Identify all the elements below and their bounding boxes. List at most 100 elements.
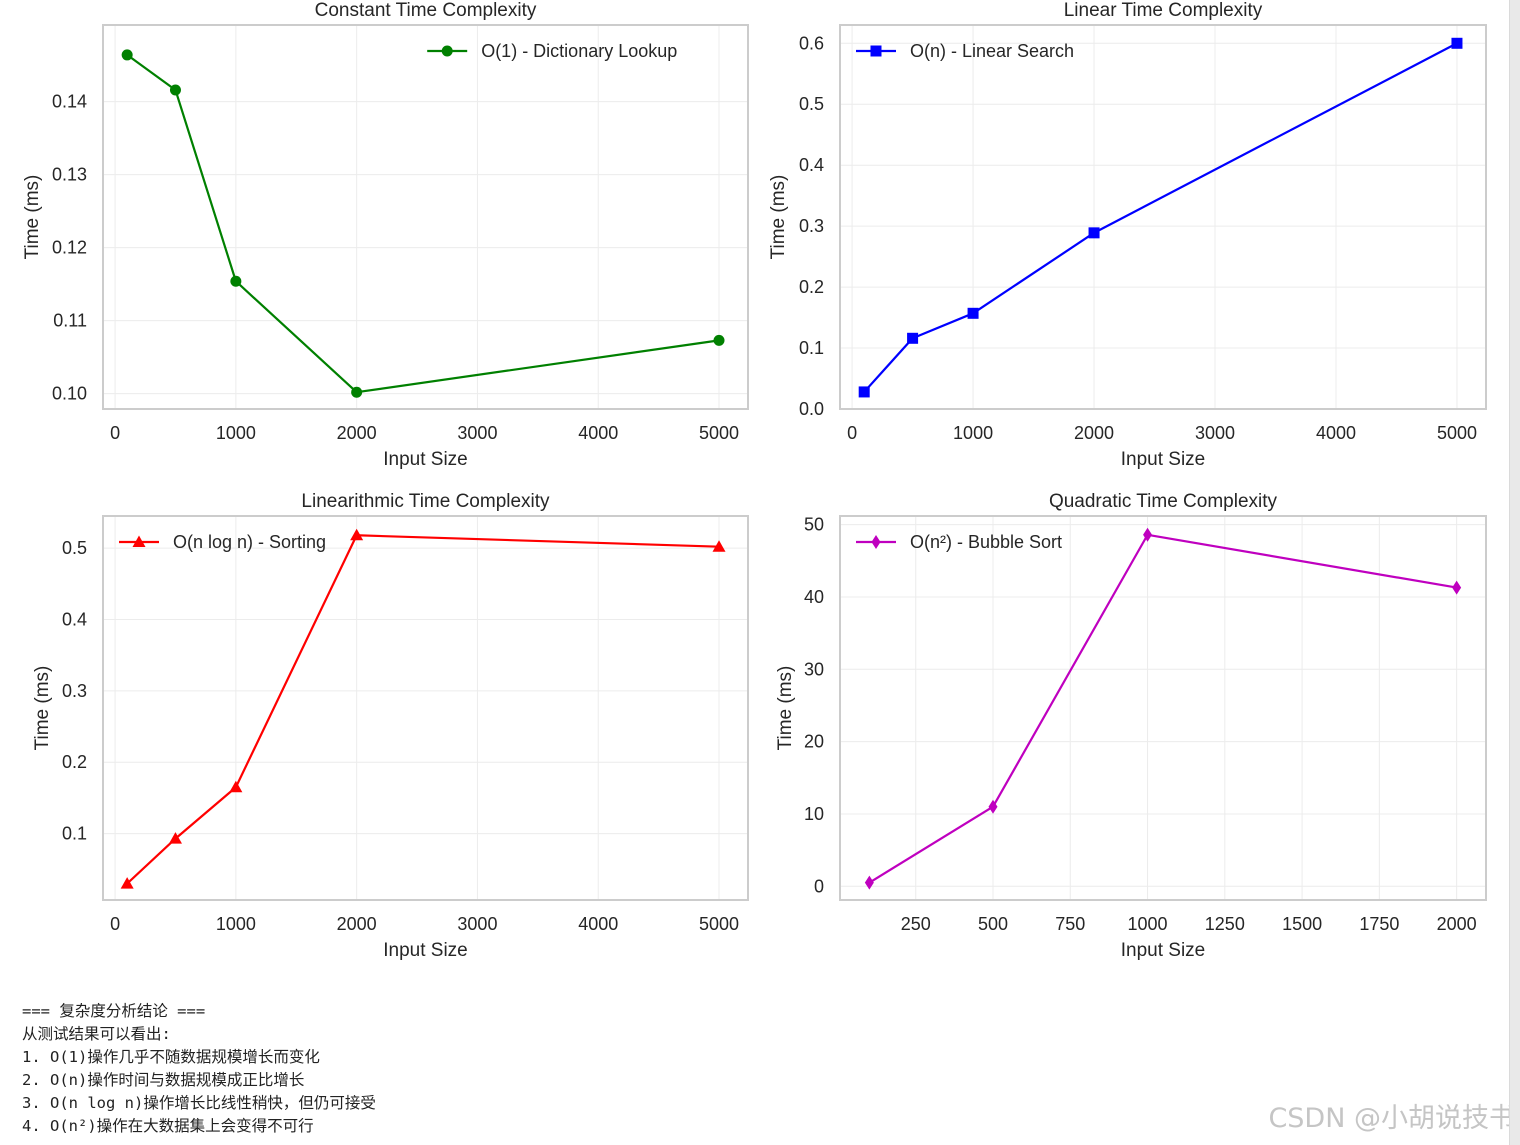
x-tick-label: 2000 [1074, 423, 1114, 443]
conclusions-header: === 复杂度分析结论 === [22, 1002, 206, 1020]
legend-marker [132, 535, 146, 547]
x-axis-label: Input Size [1121, 940, 1206, 961]
y-tick-label: 0 [814, 876, 824, 896]
conclusion-item-4: 4. O(n²)操作在大数据集上会变得不可行 [22, 1117, 314, 1135]
chart-title: Linearithmic Time Complexity [301, 491, 550, 512]
x-tick-label: 1000 [216, 423, 256, 443]
x-tick-label: 2000 [337, 423, 377, 443]
y-tick-label: 0.6 [799, 33, 824, 53]
plot-frame [102, 515, 749, 901]
x-tick-label: 0 [110, 914, 120, 934]
legend-label: O(n) - Linear Search [910, 41, 1074, 61]
legend-label: O(n log n) - Sorting [173, 532, 326, 552]
data-point [1451, 37, 1463, 49]
legend-label: O(1) - Dictionary Lookup [481, 41, 677, 61]
x-tick-label: 4000 [578, 914, 618, 934]
y-tick-label: 0.13 [52, 165, 87, 185]
y-tick-label: 0.12 [52, 238, 87, 258]
y-axis-label: Time (ms) [768, 175, 789, 260]
x-tick-label: 1500 [1282, 914, 1322, 934]
y-axis-label: Time (ms) [775, 666, 796, 751]
x-tick-label: 4000 [1316, 423, 1356, 443]
chart-panel-4: 250 500 750 1000 1250 1500 1750 2000 0 10 20 30 40 50… [775, 491, 1487, 961]
data-point [988, 799, 998, 814]
series-line [126, 54, 720, 394]
x-tick-label: 5000 [1437, 423, 1477, 443]
y-tick-label: 0.5 [62, 538, 87, 558]
y-tick-label: 10 [804, 804, 824, 824]
x-tick-label: 2000 [1437, 914, 1477, 934]
x-tick-label: 1000 [1128, 914, 1168, 934]
legend-marker [870, 45, 882, 57]
y-axis-label: Time (ms) [32, 666, 53, 751]
x-tick-label: 0 [847, 423, 857, 443]
x-tick-label: 5000 [699, 423, 739, 443]
legend-label: O(n²) - Bubble Sort [910, 532, 1062, 552]
data-point [351, 386, 363, 398]
data-point [229, 780, 243, 793]
x-tick-label: 2000 [337, 914, 377, 934]
x-axis-label: Input Size [383, 940, 468, 961]
data-point [169, 84, 181, 96]
chart-title: Constant Time Complexity [315, 0, 537, 21]
y-tick-label: 0.5 [799, 94, 824, 114]
chart-title: Linear Time Complexity [1064, 0, 1263, 21]
x-tick-label: 1250 [1205, 914, 1245, 934]
conclusion-item-3: 3. O(n log n)操作增长比线性稍快，但仍可接受 [22, 1094, 376, 1112]
x-tick-label: 500 [978, 914, 1008, 934]
data-point [121, 49, 133, 61]
chart-panel-3: 0 1000 2000 3000 4000 5000 0.1 0.2 0.3 0.4 0.5 Line… [32, 491, 749, 961]
data-point [907, 332, 919, 344]
x-axis-label: Input Size [383, 449, 468, 470]
x-tick-label: 5000 [699, 914, 739, 934]
y-tick-label: 20 [804, 732, 824, 752]
x-tick-label: 3000 [1195, 423, 1235, 443]
vertical-scrollbar[interactable] [1509, 0, 1520, 1145]
x-axis-label: Input Size [1121, 449, 1206, 470]
legend-marker [441, 45, 453, 57]
data-point [230, 275, 242, 287]
y-tick-label: 0.1 [62, 824, 87, 844]
y-tick-label: 30 [804, 659, 824, 679]
data-point [858, 386, 870, 398]
y-tick-label: 0.2 [799, 277, 824, 297]
data-point [713, 334, 725, 346]
y-tick-label: 0.11 [53, 311, 87, 331]
y-tick-label: 0.4 [799, 155, 824, 175]
data-point [864, 875, 874, 890]
charts-figure: 0 1000 2000 3000 4000 50000.100.110.120.130.1… [22, 0, 1487, 961]
plot-frame [839, 515, 1487, 901]
y-tick-label: 0.4 [62, 609, 87, 629]
plot-frame [839, 24, 1487, 410]
y-tick-label: 50 [804, 515, 824, 535]
y-tick-label: 0.0 [799, 399, 824, 419]
x-tick-label: 3000 [457, 914, 497, 934]
y-tick-label: 0.14 [52, 92, 87, 112]
x-tick-label: 250 [901, 914, 931, 934]
y-axis-label: Time (ms) [22, 175, 43, 260]
x-tick-label: 750 [1055, 914, 1085, 934]
legend-marker [871, 535, 881, 549]
x-tick-label: 1750 [1359, 914, 1399, 934]
series-line [863, 42, 1458, 393]
y-tick-label: 0.1 [799, 338, 824, 358]
conclusions-intro: 从测试结果可以看出: [22, 1025, 171, 1043]
conclusions-output: === 复杂度分析结论 === 从测试结果可以看出: 1. O(1)操作几乎不随… [22, 1000, 376, 1138]
y-tick-label: 0.3 [62, 681, 87, 701]
series-line [126, 534, 720, 885]
y-tick-label: 0.2 [62, 752, 87, 772]
plot-frame [102, 24, 749, 410]
y-tick-label: 0.3 [799, 216, 824, 236]
data-point [350, 528, 364, 541]
data-point [120, 877, 134, 889]
chart-panel-2: 0 1000 2000 3000 4000 5000 0.0 0.1 0.2 0.3 0.4 0.5 0… [768, 0, 1487, 470]
x-tick-label: 1000 [216, 914, 256, 934]
x-tick-label: 1000 [953, 423, 993, 443]
conclusion-item-1: 1. O(1)操作几乎不随数据规模增长而变化 [22, 1048, 320, 1066]
data-point [967, 307, 979, 319]
data-point [1452, 580, 1462, 595]
x-tick-label: 4000 [578, 423, 618, 443]
watermark: CSDN @小胡说技书 [1268, 1103, 1516, 1134]
conclusion-item-2: 2. O(n)操作时间与数据规模成正比增长 [22, 1071, 305, 1089]
data-point [1088, 227, 1100, 239]
